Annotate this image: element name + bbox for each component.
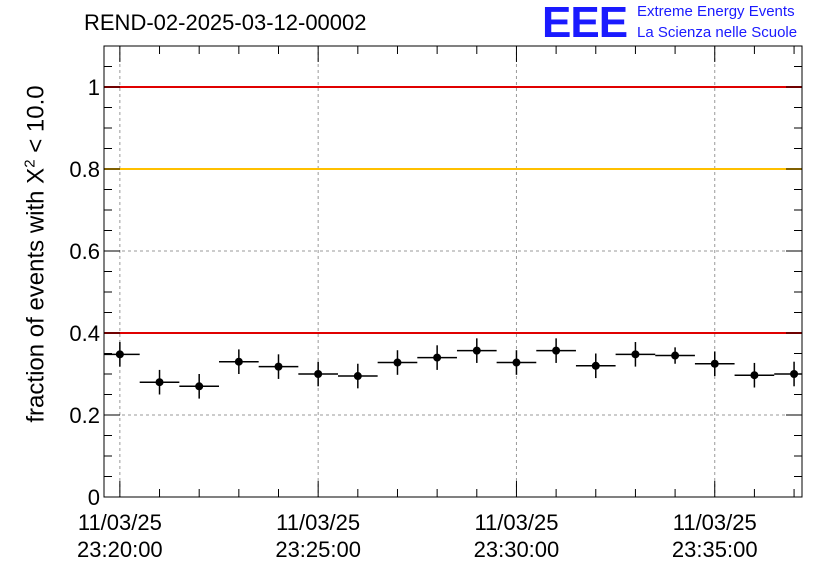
data-point: [393, 358, 402, 367]
x-tick-label-date: 11/03/25: [276, 510, 360, 535]
data-point: [671, 351, 680, 360]
x-tick-label-time: 23:30:00: [474, 537, 560, 562]
data-point: [274, 362, 283, 371]
logo-text-line1: Extreme Energy Events: [637, 3, 795, 20]
data-point: [234, 357, 243, 366]
y-tick-label: 1: [88, 75, 100, 100]
y-tick-label: 0.6: [69, 239, 100, 264]
data-point: [750, 371, 759, 380]
data-point: [631, 350, 640, 359]
x-tick-label-date: 11/03/25: [78, 510, 162, 535]
y-tick-label: 0.2: [69, 403, 100, 428]
plot-frame: [103, 45, 803, 498]
y-tick-label: 0.8: [69, 157, 100, 182]
data-point: [115, 350, 124, 359]
x-tick-label-date: 11/03/25: [673, 510, 757, 535]
eee-logo: EEE Extreme Energy Events La Scienza nel…: [542, 0, 832, 47]
chart-title: REND-02-2025-03-12-00002: [84, 10, 367, 35]
data-point: [433, 353, 442, 362]
data-point: [710, 359, 719, 368]
logo-text-line2: La Scienza nelle Scuole: [637, 24, 798, 41]
y-tick-label: 0.4: [69, 321, 100, 346]
data-point: [790, 370, 799, 378]
data-point: [591, 361, 600, 370]
logo-mark: EEE: [542, 0, 628, 47]
data-point: [512, 358, 521, 367]
x-tick-label-date: 11/03/25: [474, 510, 558, 535]
data-point: [195, 382, 204, 391]
x-tick-label-time: 23:35:00: [672, 537, 758, 562]
data-point: [155, 378, 164, 387]
data-point: [353, 372, 362, 381]
x-tick-label-time: 23:20:00: [77, 537, 163, 562]
x-tick-label-time: 23:25:00: [275, 537, 361, 562]
data-point: [314, 370, 323, 378]
data-point: [552, 346, 561, 355]
y-tick-label: 0: [88, 485, 100, 510]
data-point: [472, 346, 481, 355]
